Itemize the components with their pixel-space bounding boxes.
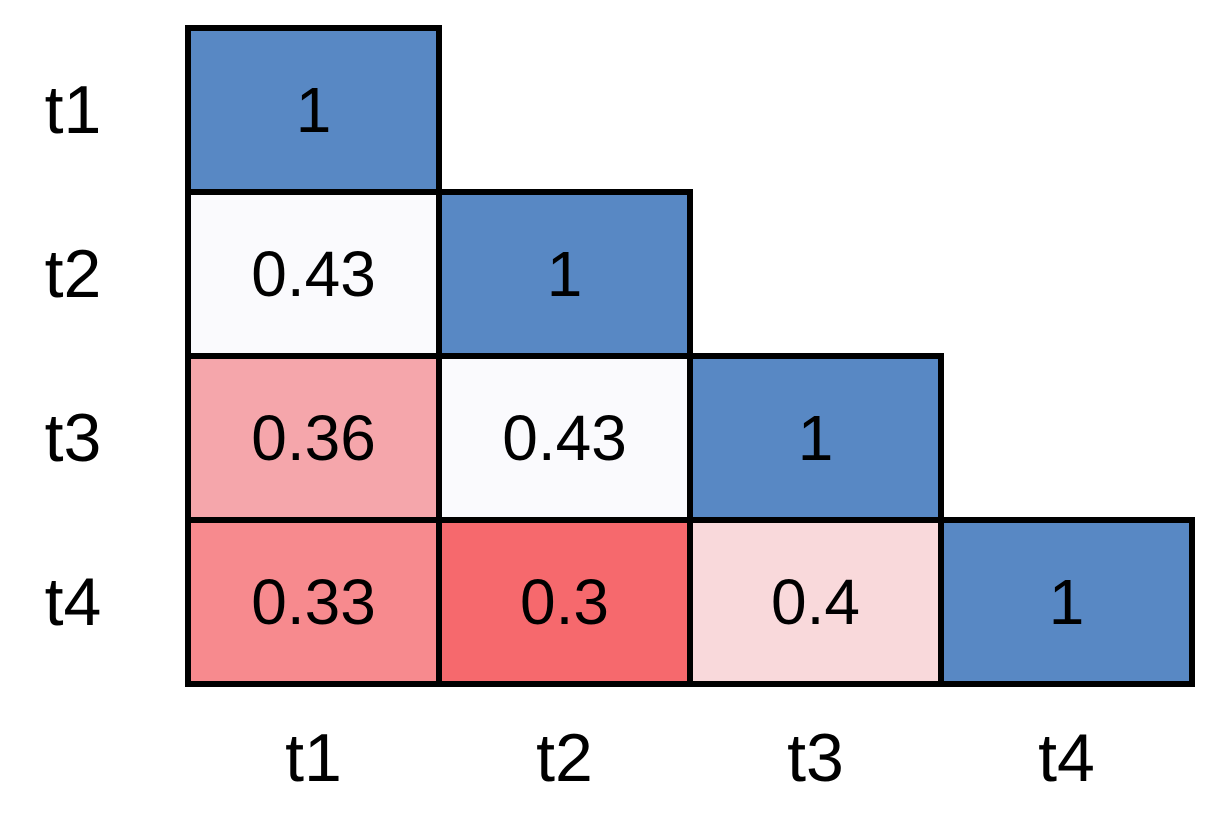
cell-t3-t2: 0.43 bbox=[436, 353, 693, 523]
cell-t4-t4: 1 bbox=[938, 517, 1195, 687]
col-label-t3: t3 bbox=[787, 720, 844, 796]
heatmap-grid: 1 0.43 1 0.36 0.43 1 0.33 0.3 0.4 1 bbox=[185, 25, 1195, 687]
cell-t3-t3: 1 bbox=[687, 353, 944, 523]
cell-t3-t1: 0.36 bbox=[185, 353, 442, 523]
cell-t2-t2: 1 bbox=[436, 189, 693, 359]
cell-t2-t1: 0.43 bbox=[185, 189, 442, 359]
col-label-t4: t4 bbox=[1038, 720, 1095, 796]
row-label-t4: t4 bbox=[44, 564, 102, 640]
cell-t4-t3: 0.4 bbox=[687, 517, 944, 687]
cell-t4-t2: 0.3 bbox=[436, 517, 693, 687]
cell-t1-t1: 1 bbox=[185, 25, 442, 195]
col-label-t1: t1 bbox=[285, 720, 342, 796]
cell-t4-t1: 0.33 bbox=[185, 517, 442, 687]
row-label-t2: t2 bbox=[44, 236, 102, 312]
row-label-t1: t1 bbox=[44, 72, 102, 148]
row-label-t3: t3 bbox=[44, 400, 102, 476]
col-label-t2: t2 bbox=[536, 720, 593, 796]
